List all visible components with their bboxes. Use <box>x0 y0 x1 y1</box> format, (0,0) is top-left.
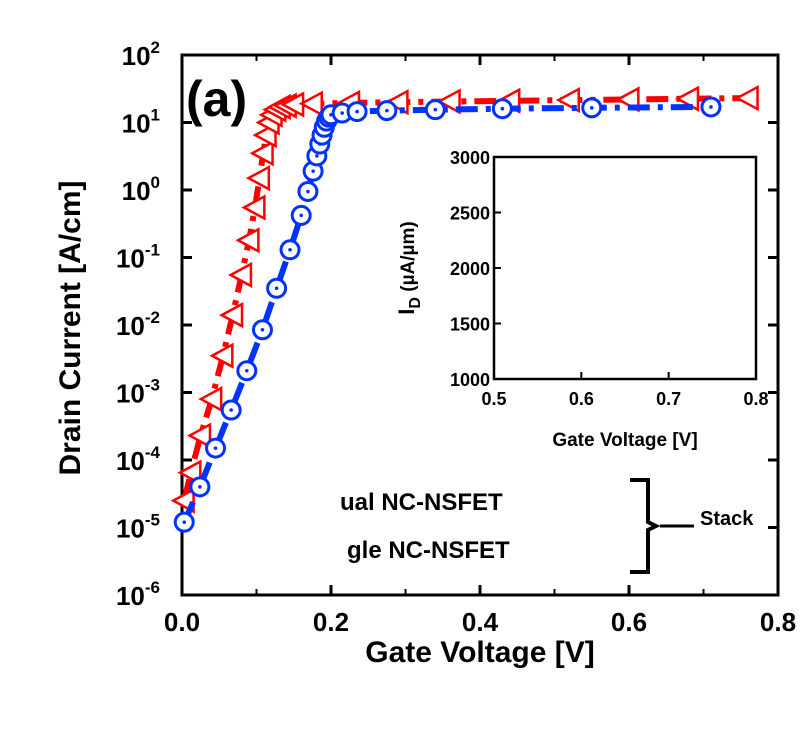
y-tick-exponent: -3 <box>145 376 160 395</box>
data-point-dual <box>186 422 212 449</box>
y-tick-base: 10 <box>116 514 145 544</box>
main-axis-ticks <box>180 53 780 597</box>
data-point-center-single <box>355 109 359 114</box>
inset-x-tick-label: 0.7 <box>656 389 681 409</box>
data-point-dual <box>436 88 461 115</box>
x-tick-labels: 0.0 0.2 0.4 0.6 0.8 <box>164 607 796 637</box>
inset-y-axis-label: ID (µA/µm) <box>394 221 424 314</box>
data-point-center-single <box>229 408 233 412</box>
y-tick-base: 10 <box>116 379 145 409</box>
y-tick-exponent: -2 <box>145 308 160 327</box>
inset-x-tick-labels: 0.5 0.6 0.7 0.8 <box>481 389 768 409</box>
y-tick-label: 10-3 <box>116 376 160 409</box>
inset-y-label-main: I <box>394 309 419 315</box>
y-tick-exponent: 1 <box>151 106 160 125</box>
x-tick-label: 0.8 <box>760 607 796 637</box>
data-point-center-single <box>340 111 344 115</box>
legend-bracket <box>630 478 661 574</box>
inset-axis-ticks <box>493 156 757 380</box>
inset-x-tick-label: 0.5 <box>481 389 506 409</box>
panel-label: (a) <box>186 71 247 127</box>
x-axis-label: Gate Voltage [V] <box>365 636 594 669</box>
series-layer <box>170 84 759 533</box>
inset-chart: 0.5 0.6 0.7 0.8 3000 2500 2000 1500 1000 Gate V… <box>394 148 769 451</box>
data-point-center-single <box>500 106 505 111</box>
legend-entry-single: gle NC-NSFET <box>347 537 510 564</box>
y-tick-base: 10 <box>122 41 151 71</box>
inset-frame <box>492 155 758 381</box>
data-point-center-single <box>385 108 389 113</box>
x-tick-label: 0.2 <box>313 607 349 637</box>
x-tick-label: 0.0 <box>164 607 200 637</box>
inset-x-axis-label: Gate Voltage [V] <box>552 430 697 451</box>
legend-entry-dual: ual NC-NSFET <box>340 489 503 516</box>
data-point-center-single <box>709 105 713 109</box>
y-tick-label: 10-2 <box>116 308 160 341</box>
y-tick-label: 102 <box>122 38 160 71</box>
y-tick-base: 10 <box>122 109 151 139</box>
data-point-center-single <box>299 213 304 218</box>
data-point-dual <box>235 227 260 254</box>
legend-bracket-label: Stack <box>700 508 754 530</box>
data-point-center-single <box>198 485 202 489</box>
data-point-center-single <box>245 368 249 373</box>
data-point-center-single <box>433 107 438 112</box>
inset-x-tick-label: 0.6 <box>569 389 594 409</box>
data-point-center-single <box>274 286 279 291</box>
y-tick-exponent: -6 <box>145 578 160 597</box>
inset-y-tick-label: 3000 <box>450 148 490 168</box>
data-point-dual <box>298 90 323 117</box>
data-point-center-single <box>311 169 315 173</box>
y-tick-label: 100 <box>122 173 160 206</box>
y-tick-exponent: -1 <box>145 241 160 260</box>
inset-y-label-sub: D <box>407 297 424 309</box>
data-point-dual <box>245 165 271 192</box>
y-tick-exponent: 0 <box>151 173 160 192</box>
data-point-dual <box>227 261 253 289</box>
data-point-center-single <box>213 446 218 450</box>
y-tick-exponent: -5 <box>145 511 160 530</box>
y-tick-labels: 102 101 100 10-1 10-2 10-3 10-4 10-5 10-… <box>116 38 161 611</box>
y-tick-base: 10 <box>116 244 145 274</box>
y-tick-base: 10 <box>116 446 145 476</box>
y-tick-base: 10 <box>122 176 151 206</box>
data-point-dual <box>198 385 223 413</box>
inset-y-tick-label: 1500 <box>450 315 490 335</box>
inset-y-label-rest: (µA/µm) <box>398 221 419 297</box>
y-tick-label: 10-6 <box>116 578 160 611</box>
y-tick-base: 10 <box>116 581 145 611</box>
legend: ual NC-NSFET gle NC-NSFET Stack <box>340 478 754 574</box>
inset-y-tick-labels: 3000 2500 2000 1500 1000 <box>450 148 490 390</box>
inset-y-tick-label: 1000 <box>450 370 490 390</box>
y-tick-label: 10-1 <box>116 241 160 274</box>
data-point-dual <box>219 302 244 329</box>
x-tick-label: 0.6 <box>611 607 647 637</box>
inset-y-tick-label: 2000 <box>450 259 490 279</box>
y-tick-label: 10-5 <box>116 511 160 544</box>
y-tick-label: 10-4 <box>116 443 161 476</box>
data-point-dual <box>734 84 759 112</box>
data-point-center-single <box>315 154 319 158</box>
data-point-center-single <box>260 327 265 332</box>
inset-y-tick-label: 2500 <box>450 204 490 224</box>
data-point-center-single <box>182 520 187 524</box>
data-point-center-single <box>589 106 594 110</box>
y-tick-exponent: 2 <box>151 38 160 57</box>
data-point-center-single <box>288 248 292 252</box>
y-tick-base: 10 <box>116 311 145 341</box>
inset-x-tick-label: 0.8 <box>743 389 768 409</box>
y-tick-label: 101 <box>122 106 160 139</box>
y-axis-label: Drain Current [A/cm] <box>54 180 87 475</box>
data-point-center-single <box>306 189 310 194</box>
data-point-dual <box>209 342 234 369</box>
y-tick-exponent: -4 <box>145 443 161 462</box>
data-point-dual <box>241 194 266 221</box>
x-tick-label: 0.4 <box>462 607 499 637</box>
data-point-dual <box>249 140 274 167</box>
